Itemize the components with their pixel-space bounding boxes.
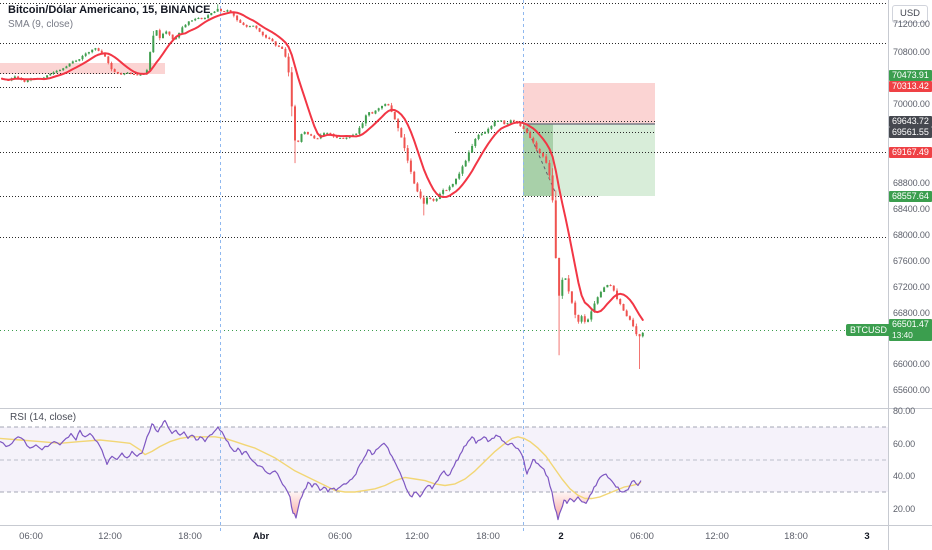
- price-tick-66800.00: 66800.00: [893, 308, 930, 318]
- symbol-price-flag: BTCUSD: [846, 324, 892, 336]
- price-tick-68800.00: 68800.00: [893, 178, 930, 188]
- current-price-label: 66501.47 13:40: [889, 319, 932, 341]
- position-zone-red[interactable]: [523, 83, 655, 124]
- time-label-18:00-10: 18:00: [784, 531, 808, 542]
- time-scale[interactable]: [0, 526, 888, 550]
- rsi-tick-40.00: 40.00: [893, 471, 916, 481]
- rsi-oversold-fill-1: [408, 492, 416, 497]
- time-label-12:00-9: 12:00: [705, 531, 729, 542]
- rsi-tick-60.00: 60.00: [893, 439, 916, 449]
- price-label-69561.55[interactable]: 69561.55: [889, 126, 932, 138]
- price-tick-68000.00: 68000.00: [893, 230, 930, 240]
- currency-toggle-button[interactable]: USD: [892, 5, 928, 23]
- current-price-value: 66501.47: [892, 319, 929, 329]
- rsi-oversold-fill-3: [552, 492, 593, 520]
- time-label-06:00-8: 06:00: [630, 531, 654, 542]
- rsi-tick-80.00: 80.00: [893, 406, 916, 416]
- time-label-12:00-1: 12:00: [98, 531, 122, 542]
- trend-dash-line[interactable]: [526, 127, 557, 195]
- price-label-70313.42[interactable]: 70313.42: [889, 80, 932, 92]
- price-tick-70800.00: 70800.00: [893, 47, 930, 57]
- time-label-Abr-3: Abr: [252, 531, 270, 542]
- position-zone-red[interactable]: [0, 63, 165, 74]
- price-label-70473.91[interactable]: 70473.91: [889, 69, 932, 81]
- price-tick-67600.00: 67600.00: [893, 256, 930, 266]
- time-label-18:00-6: 18:00: [476, 531, 500, 542]
- rsi-ma-line[interactable]: [0, 436, 642, 500]
- time-label-2-7: 2: [558, 531, 564, 542]
- price-tick-67200.00: 67200.00: [893, 282, 930, 292]
- time-label-12:00-5: 12:00: [405, 531, 429, 542]
- price-tick-70000.00: 70000.00: [893, 99, 930, 109]
- sma-indicator-label[interactable]: SMA (9, close): [8, 19, 74, 30]
- price-label-68557.64[interactable]: 68557.64: [889, 190, 932, 202]
- rsi-oversold-fill-0: [287, 492, 304, 518]
- price-label-69643.72[interactable]: 69643.72: [889, 115, 932, 127]
- rsi-tick-20.00: 20.00: [893, 504, 916, 514]
- price-tick-68400.00: 68400.00: [893, 204, 930, 214]
- position-zone-green[interactable]: [523, 124, 655, 196]
- time-label-18:00-2: 18:00: [178, 531, 202, 542]
- sma-line[interactable]: [1, 11, 644, 321]
- time-label-06:00-4: 06:00: [328, 531, 352, 542]
- time-label-3-11: 3: [864, 531, 870, 542]
- price-tick-71200.00: 71200.00: [893, 19, 930, 29]
- symbol-title[interactable]: Bitcoin/Dólar Americano, 15, BINANCE: [8, 4, 211, 16]
- position-zone-green-dark[interactable]: [523, 124, 553, 196]
- candlestick-series: [1, 4, 644, 369]
- time-label-06:00-0: 06:00: [19, 531, 43, 542]
- rsi-line[interactable]: [0, 419, 642, 521]
- rsi-indicator-label[interactable]: RSI (14, close): [10, 412, 77, 423]
- price-label-69167.49[interactable]: 69167.49: [889, 146, 932, 158]
- current-price-time: 13:40: [892, 330, 913, 340]
- price-tick-65600.00: 65600.00: [893, 385, 930, 395]
- price-tick-66000.00: 66000.00: [893, 359, 930, 369]
